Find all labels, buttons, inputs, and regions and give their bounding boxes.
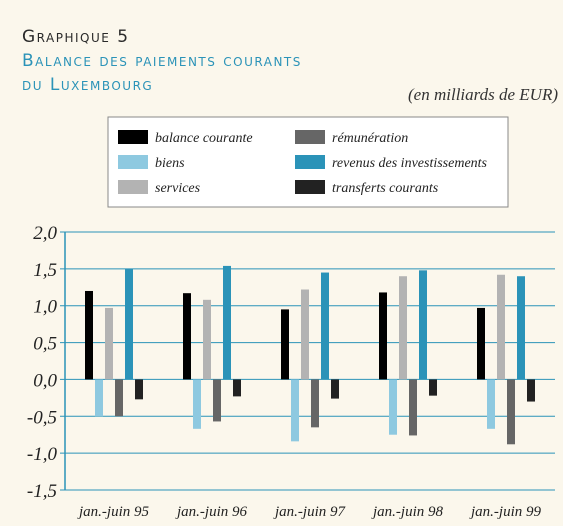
bar — [213, 379, 221, 422]
bar — [399, 276, 407, 380]
bar — [193, 379, 201, 429]
y-tick-label: -1,0 — [27, 444, 58, 465]
bar — [527, 379, 535, 402]
y-tick-label: 0,5 — [33, 334, 57, 355]
y-tick-label: 2,0 — [33, 223, 57, 244]
bar — [507, 379, 515, 445]
bar — [419, 270, 427, 380]
legend-label: transferts courants — [332, 181, 439, 196]
legend-label: rémunération — [332, 131, 408, 146]
bar — [135, 379, 143, 400]
bar — [223, 265, 231, 380]
y-tick-label: 1,0 — [33, 297, 57, 318]
bar — [517, 276, 525, 380]
chart-subtitle: du Luxembourg — [22, 75, 153, 95]
x-tick-label: jan.-juin 96 — [175, 504, 247, 520]
bar — [497, 274, 505, 380]
x-tick-label: jan.-juin 95 — [77, 504, 149, 520]
bar — [321, 272, 329, 380]
legend-label: biens — [155, 156, 185, 171]
y-tick-label: 0,0 — [33, 370, 57, 391]
bar — [203, 299, 211, 380]
x-tick-label: jan.-juin 98 — [371, 504, 443, 520]
legend-swatch — [295, 130, 325, 144]
bar — [85, 290, 93, 380]
bar — [311, 379, 319, 428]
bar — [331, 379, 339, 399]
legend-swatch — [295, 155, 325, 169]
bar — [281, 309, 289, 380]
legend-swatch — [118, 130, 148, 144]
bar — [105, 307, 113, 380]
x-tick-label: jan.-juin 97 — [273, 504, 346, 520]
bar — [487, 379, 495, 429]
legend-swatch — [295, 180, 325, 194]
units-label: (en milliards de EUR) — [408, 85, 558, 104]
bar — [409, 379, 417, 436]
chart-title: Graphique 5 — [22, 27, 130, 47]
legend-swatch — [118, 155, 148, 169]
legend-swatch — [118, 180, 148, 194]
bar — [183, 293, 191, 380]
bar — [301, 289, 309, 380]
bar — [95, 379, 103, 417]
bar — [379, 292, 387, 380]
x-tick-label: jan.-juin 99 — [469, 504, 541, 520]
bar — [477, 307, 485, 380]
bar — [115, 379, 123, 417]
legend-label: services — [155, 181, 201, 196]
bar — [291, 379, 299, 442]
y-tick-label: -1,5 — [27, 481, 57, 502]
bar — [429, 379, 437, 396]
chart-subtitle: Balance des paiements courants — [22, 51, 302, 71]
bar — [125, 268, 133, 380]
bar — [389, 379, 397, 435]
y-tick-label: -0,5 — [27, 407, 57, 428]
y-tick-label: 1,5 — [33, 260, 57, 281]
legend-label: balance courante — [155, 131, 253, 146]
legend-label: revenus des investissements — [332, 156, 488, 171]
bar — [233, 379, 241, 397]
